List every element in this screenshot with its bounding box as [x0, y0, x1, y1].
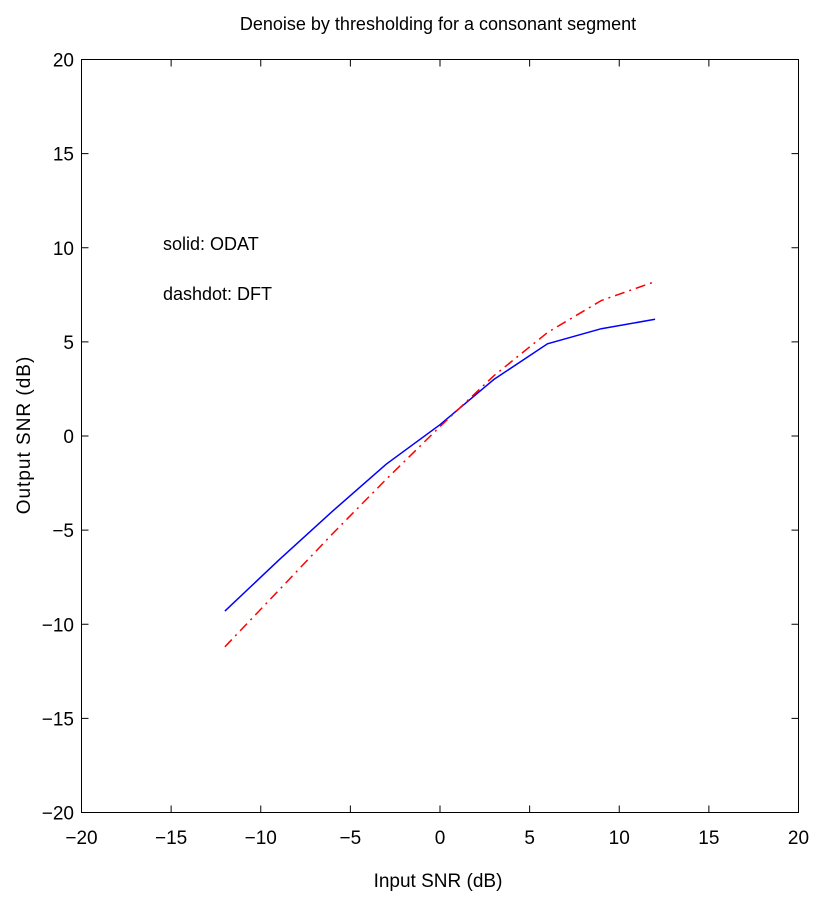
- axis-ticks: [81, 59, 799, 813]
- x-tick-label: −15: [155, 828, 187, 849]
- x-tick-labels: −20 −15 −10 −5 0 5 10 15 20: [65, 828, 809, 849]
- series-layer: [224, 280, 656, 648]
- series-line-dashdot: [224, 280, 656, 648]
- x-tick-label: 0: [435, 828, 446, 849]
- x-tick-label: −5: [340, 828, 362, 849]
- x-tick-label: 15: [698, 828, 719, 849]
- y-tick-label: 5: [63, 333, 74, 354]
- y-tick-label: 0: [63, 427, 74, 448]
- y-tick-label: −20: [42, 804, 74, 825]
- y-tick-label: −15: [42, 709, 74, 730]
- y-tick-label: −10: [42, 615, 74, 636]
- y-tick-label: 20: [53, 51, 74, 72]
- x-tick-label: −10: [245, 828, 277, 849]
- series-line-solid: [224, 318, 656, 612]
- y-tick-label: 15: [53, 145, 74, 166]
- chart-title: Denoise by thresholding for a consonant …: [240, 14, 636, 34]
- y-axis-label: Output SNR (dB): [14, 356, 35, 515]
- legend-annotation-dashdot: dashdot: DFT: [163, 284, 272, 304]
- x-tick-label: 20: [788, 828, 809, 849]
- y-tick-labels: −20 −15 −10 −5 0 5 10 15 20: [42, 51, 74, 825]
- x-tick-label: 10: [609, 828, 630, 849]
- x-axis-label: Input SNR (dB): [374, 871, 503, 892]
- x-tick-label: −20: [65, 828, 97, 849]
- y-tick-label: 10: [53, 239, 74, 260]
- plot-frame: [81, 59, 799, 813]
- y-tick-label: −5: [52, 521, 74, 542]
- x-tick-label: 5: [524, 828, 535, 849]
- legend-annotation-solid: solid: ODAT: [163, 234, 259, 254]
